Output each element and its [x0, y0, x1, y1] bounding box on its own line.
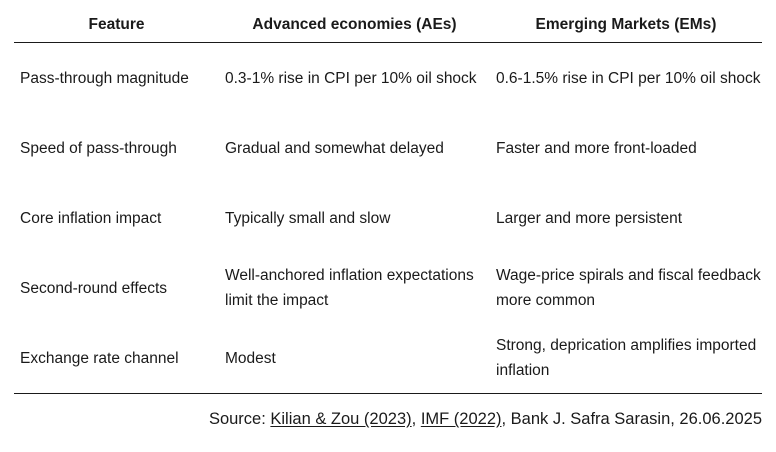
source-suffix: , Bank J. Safra Sarasin, 26.06.2025: [501, 410, 763, 428]
em-cell: 0.6-1.5% rise in CPI per 10% oil shock: [496, 69, 761, 87]
table-row: Core inflation impact Typically small an…: [14, 183, 762, 253]
ae-cell: 0.3-1% rise in CPI per 10% oil shock: [225, 69, 477, 87]
table-row: Second-round effects Well-anchored infla…: [14, 253, 762, 323]
comparison-table-container: Feature Advanced economies (AEs) Emergin…: [14, 6, 762, 394]
feature-cell: Speed of pass-through: [20, 139, 177, 157]
header-advanced-economies: Advanced economies (AEs): [219, 6, 490, 43]
header-feature: Feature: [14, 6, 219, 43]
source-link-imf[interactable]: IMF (2022): [420, 410, 502, 428]
source-separator: ,: [411, 410, 421, 428]
table-row: Pass-through magnitude 0.3-1% rise in CP…: [14, 43, 762, 114]
header-emerging-markets: Emerging Markets (EMs): [490, 6, 762, 43]
em-cell: Faster and more front-loaded: [496, 139, 697, 157]
comparison-table: Feature Advanced economies (AEs) Emergin…: [14, 6, 762, 394]
em-cell: Larger and more persistent: [496, 209, 683, 227]
ae-cell: Modest: [219, 323, 490, 394]
ae-cell: Well-anchored inflation expectations lim…: [225, 267, 474, 309]
ae-cell: Typically small and slow: [225, 209, 391, 227]
source-note: Source: Kilian & Zou (2023), IMF (2022),…: [209, 410, 762, 429]
feature-cell: Core inflation impact: [20, 209, 162, 227]
table-row: Exchange rate channel Modest Strong, dep…: [14, 323, 762, 394]
em-cell: Wage-price spirals and fiscal feedback m…: [496, 267, 761, 309]
table-row: Speed of pass-through Gradual and somewh…: [14, 113, 762, 183]
feature-cell: Pass-through magnitude: [20, 69, 189, 87]
source-prefix: Source:: [208, 410, 271, 428]
source-link-kilian-zou[interactable]: Kilian & Zou (2023): [270, 410, 412, 428]
table-header-row: Feature Advanced economies (AEs) Emergin…: [14, 6, 762, 43]
feature-cell: Exchange rate channel: [14, 323, 219, 394]
em-cell: Strong, deprication amplifies imported i…: [490, 323, 762, 394]
feature-cell: Second-round effects: [20, 279, 168, 297]
ae-cell: Gradual and somewhat delayed: [225, 139, 444, 157]
